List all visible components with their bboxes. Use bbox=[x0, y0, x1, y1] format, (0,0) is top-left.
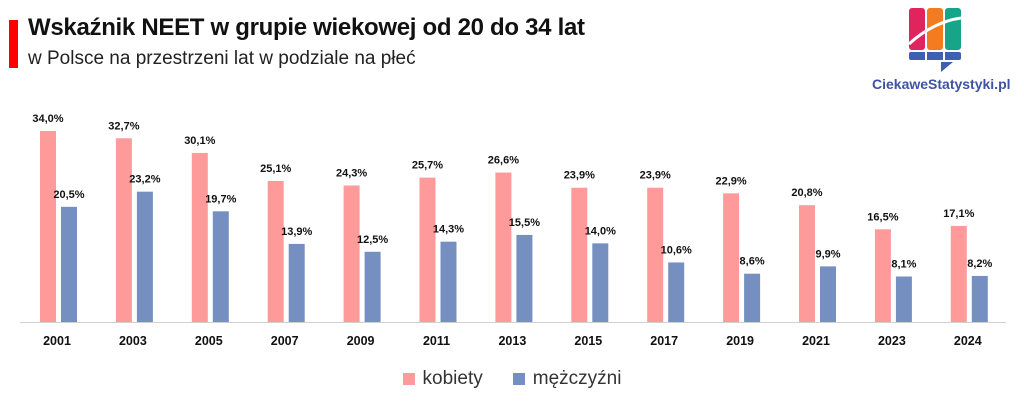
data-label: 23,9% bbox=[564, 170, 595, 182]
data-label: 34,0% bbox=[32, 113, 63, 125]
bar-kobiety bbox=[419, 177, 436, 322]
data-label: 25,1% bbox=[260, 163, 291, 175]
x-tick-label: 2005 bbox=[195, 334, 223, 348]
bar-mezczyzni bbox=[592, 243, 609, 322]
x-tick-label: 2017 bbox=[650, 334, 678, 348]
data-label: 23,9% bbox=[640, 170, 671, 182]
data-label: 20,8% bbox=[791, 187, 822, 199]
x-tick-label: 2001 bbox=[43, 334, 71, 348]
data-label: 9,9% bbox=[815, 248, 840, 260]
bar-kobiety bbox=[495, 172, 512, 322]
data-label: 17,1% bbox=[943, 208, 974, 220]
x-tick-label: 2003 bbox=[119, 334, 147, 348]
legend-label: kobiety bbox=[422, 368, 483, 389]
bar-kobiety bbox=[874, 229, 891, 322]
bar-kobiety bbox=[40, 131, 56, 322]
data-label: 16,5% bbox=[867, 211, 898, 223]
bar-kobiety bbox=[647, 187, 664, 322]
bar-kobiety bbox=[799, 205, 815, 322]
data-label: 12,5% bbox=[357, 234, 388, 246]
data-label: 19,7% bbox=[205, 193, 236, 205]
data-label: 20,5% bbox=[53, 189, 84, 201]
x-tick-label: 2024 bbox=[954, 334, 982, 348]
legend-swatch-mezczyzni bbox=[512, 373, 525, 385]
bar-kobiety bbox=[115, 138, 132, 322]
bar-mezczyzni bbox=[61, 206, 77, 322]
bar-mezczyzni bbox=[820, 266, 836, 322]
x-tick-label: 2013 bbox=[498, 334, 526, 348]
bar-mezczyzni bbox=[288, 243, 305, 322]
bar-mezczyzni bbox=[668, 262, 685, 322]
bar-mezczyzni bbox=[744, 273, 761, 322]
logo-icon bbox=[907, 8, 962, 72]
data-label: 10,6% bbox=[661, 244, 692, 256]
data-label: 23,2% bbox=[129, 174, 160, 186]
bar-kobiety bbox=[571, 187, 588, 322]
bar-kobiety bbox=[191, 152, 208, 322]
x-tick-label: 2011 bbox=[423, 334, 450, 348]
logo-text: CiekaweStatystyki.pl bbox=[872, 76, 1011, 92]
data-label: 8,6% bbox=[740, 256, 765, 268]
bar-kobiety bbox=[267, 180, 284, 322]
bar-mezczyzni bbox=[971, 275, 988, 322]
data-label: 22,9% bbox=[715, 175, 746, 187]
data-label: 8,1% bbox=[891, 258, 916, 270]
legend: kobiety mężczyźni bbox=[0, 368, 1024, 390]
data-label: 30,1% bbox=[184, 135, 215, 147]
bar-mezczyzni bbox=[440, 241, 457, 322]
data-label: 25,7% bbox=[412, 160, 443, 172]
bar-mezczyzni bbox=[212, 211, 229, 322]
x-tick-label: 2021 bbox=[802, 334, 830, 348]
x-tick-label: 2015 bbox=[574, 334, 602, 348]
data-label: 8,2% bbox=[967, 258, 992, 270]
data-label: 26,6% bbox=[488, 155, 519, 167]
title-accent-bar bbox=[9, 20, 18, 68]
bar-chart: 34,0% 20,5% 2001 32,7% 23,2% 2003 30,1% 19,7% 20… bbox=[20, 113, 1006, 348]
data-label: 13,9% bbox=[281, 226, 312, 238]
bar-mezczyzni bbox=[516, 234, 533, 322]
data-label: 32,7% bbox=[108, 120, 139, 132]
bar-mezczyzni bbox=[895, 276, 912, 322]
x-tick-label: 2009 bbox=[347, 334, 375, 348]
bar-kobiety bbox=[950, 225, 967, 322]
data-label: 24,3% bbox=[336, 167, 367, 179]
legend-swatch-kobiety bbox=[402, 373, 415, 385]
legend-item-kobiety: kobiety bbox=[402, 368, 483, 390]
bar-mezczyzni bbox=[136, 191, 153, 322]
bar-kobiety bbox=[343, 185, 360, 322]
data-label: 15,5% bbox=[509, 217, 540, 229]
chart-title: Wskaźnik NEET w grupie wiekowej od 20 do… bbox=[28, 14, 585, 41]
x-tick-label: 2019 bbox=[726, 334, 754, 348]
data-label: 14,0% bbox=[585, 225, 616, 237]
data-label: 14,3% bbox=[433, 224, 464, 236]
x-tick-label: 2007 bbox=[271, 334, 299, 348]
bar-kobiety bbox=[723, 193, 740, 322]
legend-label: mężczyźni bbox=[532, 368, 622, 389]
x-tick-label: 2023 bbox=[878, 334, 906, 348]
bar-mezczyzni bbox=[364, 251, 381, 322]
chart-subtitle: w Polsce na przestrzeni lat w podziale n… bbox=[28, 48, 416, 69]
legend-item-mezczyzni: mężczyźni bbox=[512, 368, 622, 390]
